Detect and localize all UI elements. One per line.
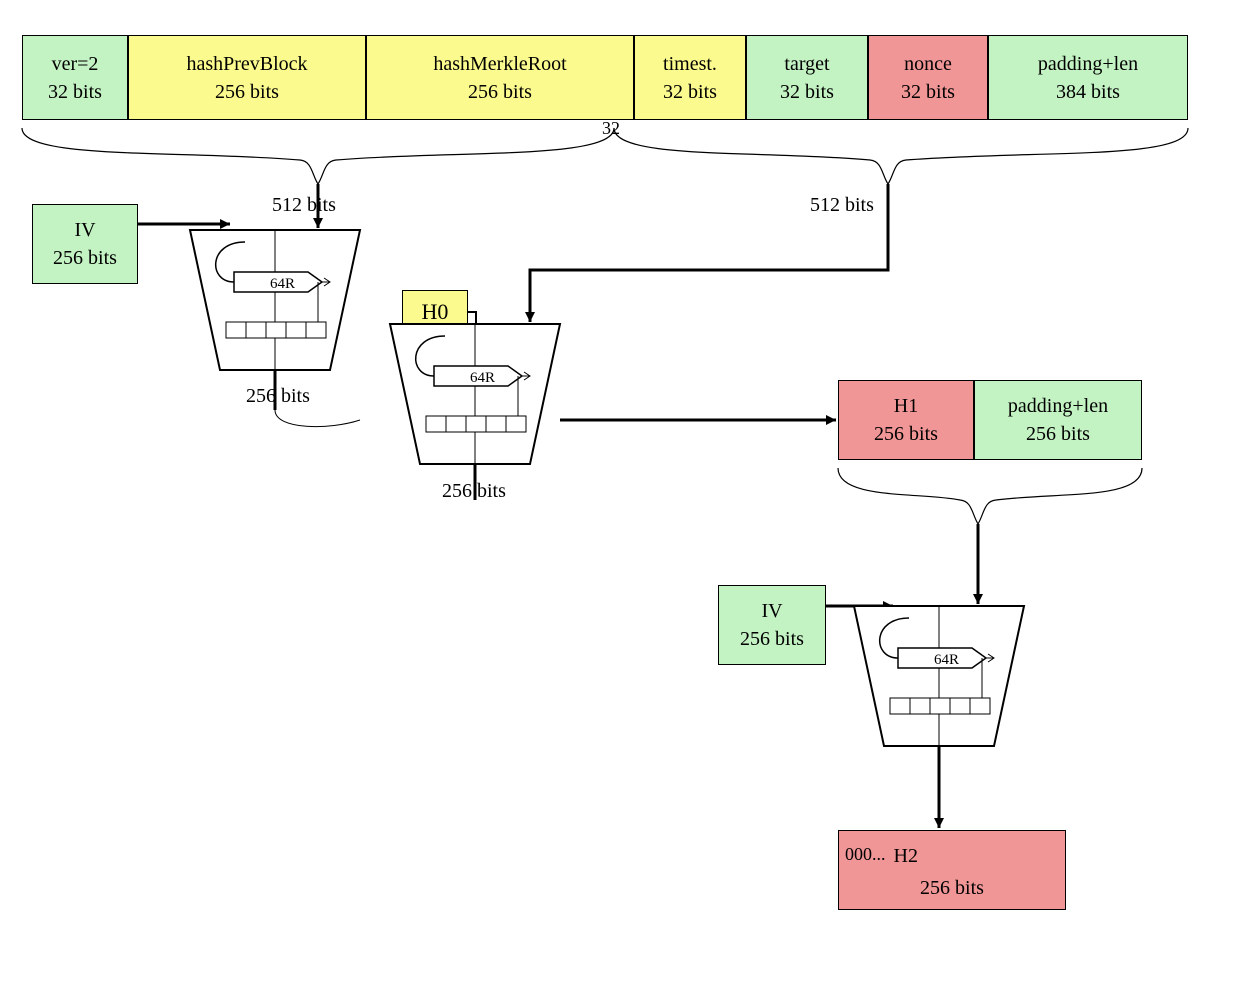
box-bits: 256 bits bbox=[740, 625, 804, 653]
field-label: nonce bbox=[904, 50, 952, 78]
field-bits: 32 bits bbox=[663, 78, 717, 106]
field-prevhash: hashPrevBlock256 bits bbox=[128, 35, 366, 120]
field-bits: 256 bits bbox=[468, 78, 532, 106]
split-marker-32: 32 bbox=[602, 118, 620, 139]
box-bits: 256 bits bbox=[874, 420, 938, 448]
field-target: target32 bits bbox=[746, 35, 868, 120]
box-label: H2 bbox=[892, 838, 1066, 874]
box-h0: H0 bbox=[402, 290, 468, 334]
field-merkle: hashMerkleRoot256 bits bbox=[366, 35, 634, 120]
label-256-out2: 256 bits bbox=[442, 480, 506, 503]
field-ver: ver=232 bits bbox=[22, 35, 128, 120]
field-label: hashMerkleRoot bbox=[433, 50, 566, 78]
h2-prefix: 000... bbox=[839, 838, 892, 874]
field-bits: 32 bits bbox=[901, 78, 955, 106]
field-label: hashPrevBlock bbox=[186, 50, 307, 78]
compress-3-rounds: 64R bbox=[934, 652, 959, 668]
label-512-left: 512 bits bbox=[272, 194, 336, 217]
field-timest: timest.32 bits bbox=[634, 35, 746, 120]
label-512-right: 512 bits bbox=[810, 194, 874, 217]
field-bits: 256 bits bbox=[215, 78, 279, 106]
box-iv-1: IV256 bits bbox=[32, 204, 138, 284]
box-iv-2: IV256 bits bbox=[718, 585, 826, 665]
field-bits: 32 bits bbox=[48, 78, 102, 106]
compress-2 bbox=[390, 324, 560, 464]
compress-3 bbox=[854, 606, 1024, 746]
box-label: IV bbox=[761, 597, 782, 625]
field-padding: padding+len384 bits bbox=[988, 35, 1188, 120]
compress-1 bbox=[190, 230, 360, 370]
field-label: target bbox=[784, 50, 829, 78]
box-h1: H1256 bits bbox=[838, 380, 974, 460]
box-label: H0 bbox=[422, 297, 449, 328]
field-label: timest. bbox=[663, 50, 717, 78]
box-label: padding+len bbox=[1008, 392, 1108, 420]
field-bits: 384 bits bbox=[1056, 78, 1120, 106]
box-label: H1 bbox=[894, 392, 918, 420]
box-bits: 256 bits bbox=[1026, 420, 1090, 448]
box-label: IV bbox=[74, 216, 95, 244]
compress-2-rounds: 64R bbox=[470, 370, 495, 386]
box-bits: 256 bits bbox=[839, 874, 1065, 902]
field-bits: 32 bits bbox=[780, 78, 834, 106]
field-label: ver=2 bbox=[52, 50, 99, 78]
field-label: padding+len bbox=[1038, 50, 1138, 78]
label-256-out1: 256 bits bbox=[246, 385, 310, 408]
box-h2: 000... H2 256 bits bbox=[838, 830, 1066, 910]
box-padding-2: padding+len256 bits bbox=[974, 380, 1142, 460]
box-bits: 256 bits bbox=[53, 244, 117, 272]
field-nonce: nonce32 bits bbox=[868, 35, 988, 120]
compress-1-rounds: 64R bbox=[270, 276, 295, 292]
